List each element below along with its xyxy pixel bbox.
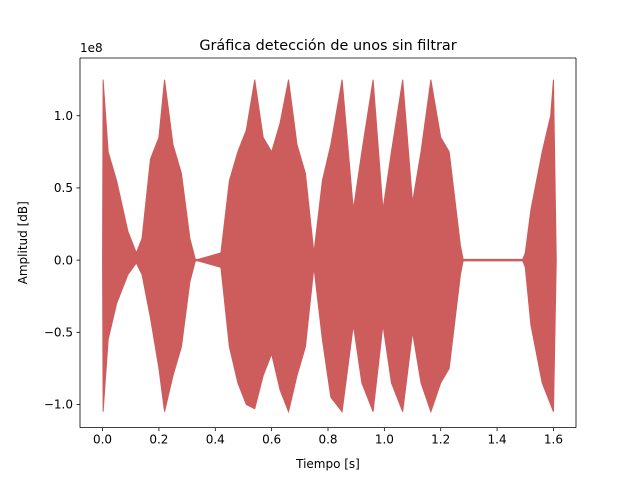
y-axis-offset-label: 1e8 <box>80 41 103 55</box>
x-tick-label: 0.2 <box>149 433 168 447</box>
x-axis-label: Tiempo [s] <box>295 457 360 471</box>
y-tick-label: 0.0 <box>54 253 73 267</box>
x-tick-label: 0.6 <box>262 433 281 447</box>
x-tick-label: 1.6 <box>544 433 563 447</box>
x-tick-label: 0.0 <box>93 433 112 447</box>
x-tick-label: 1.4 <box>488 433 507 447</box>
y-axis-ticks: −1.0 −0.5 0.0 0.5 1.0 <box>44 109 80 412</box>
x-tick-label: 1.0 <box>375 433 394 447</box>
x-tick-label: 0.8 <box>318 433 337 447</box>
y-tick-label: −1.0 <box>44 398 73 412</box>
series-layer <box>102 79 557 414</box>
x-tick-label: 1.2 <box>431 433 450 447</box>
y-axis-label: Amplitud [dB] <box>16 201 30 284</box>
chart-title: Gráfica detección de unos sin filtrar <box>199 38 456 54</box>
y-tick-label: 0.5 <box>54 181 73 195</box>
x-tick-label: 0.4 <box>206 433 225 447</box>
y-tick-label: 1.0 <box>54 109 73 123</box>
x-axis-ticks: 0.0 0.2 0.4 0.6 0.8 1.0 1.2 1.4 1.6 <box>93 427 563 447</box>
y-tick-label: −0.5 <box>44 326 73 340</box>
signal-envelope <box>102 79 557 414</box>
